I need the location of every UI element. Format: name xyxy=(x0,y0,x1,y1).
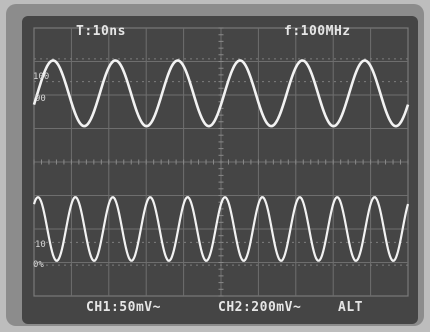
graticule xyxy=(33,27,409,297)
frequency-readout: f:100MHz xyxy=(284,24,351,39)
trace-ch1-upper xyxy=(32,59,410,128)
marker-0-bottom: 0% xyxy=(33,260,44,270)
ch2-setting-readout: CH2:200mV~ xyxy=(218,300,302,315)
timebase-readout: T:10ns xyxy=(76,24,126,39)
scope-display xyxy=(32,27,410,297)
marker-100-top: 100 xyxy=(33,72,50,82)
oscilloscope-screen: T:10ns f:100MHz 100 90 10 0% CH1:50mV~ C… xyxy=(22,16,418,324)
trace-ch2-lower xyxy=(32,196,410,262)
ch1-setting-readout: CH1:50mV~ xyxy=(86,300,161,315)
marker-10-bottom: 10 xyxy=(35,240,46,250)
mode-readout: ALT xyxy=(338,300,363,315)
marker-90-top: 90 xyxy=(35,94,46,104)
